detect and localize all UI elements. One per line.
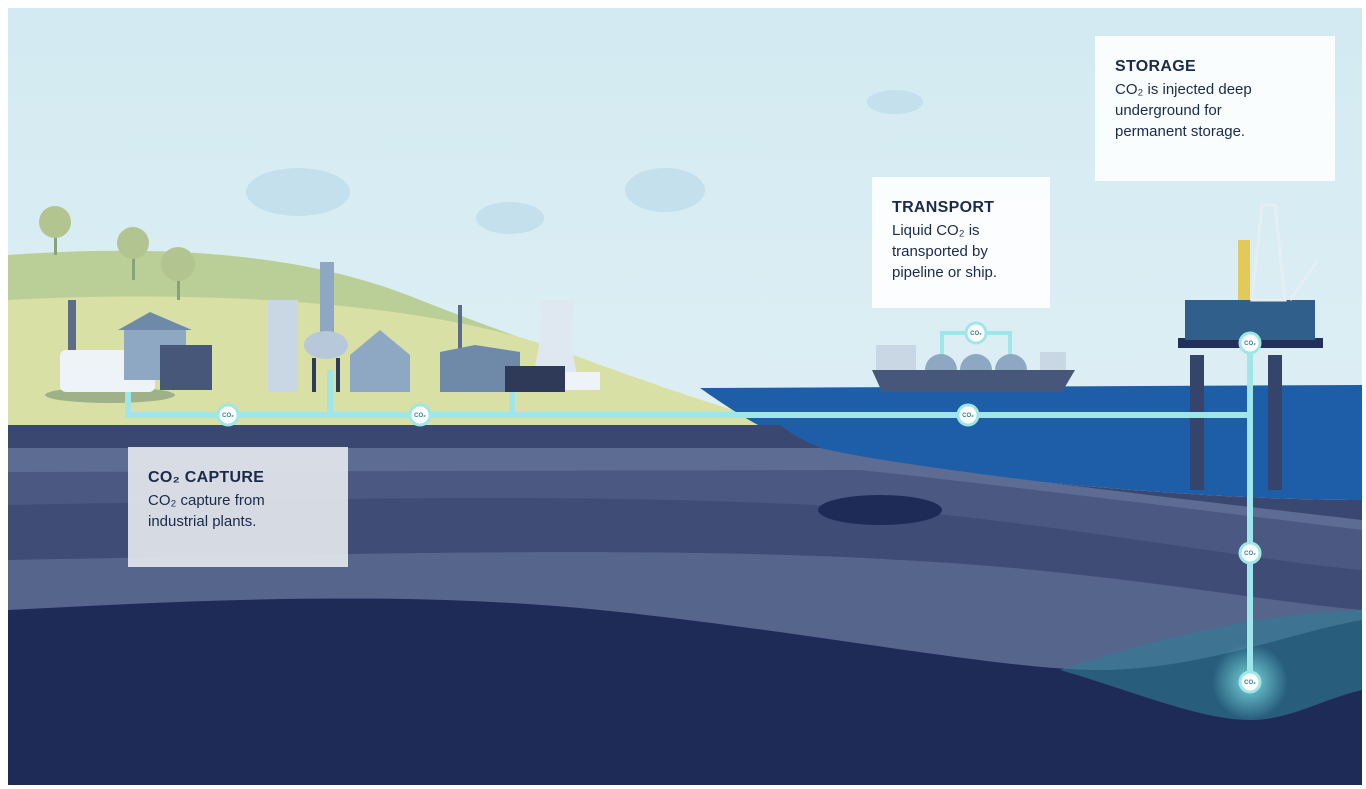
co2-badge-label: CO₂ [962,413,974,419]
panel-title: STORAGE [1115,58,1196,75]
co2-badge [956,403,980,427]
industrial-plants [45,262,600,403]
co2-badge [1238,541,1262,565]
panel-line: transported by [892,243,988,260]
co2-badge-label: CO₂ [1244,341,1256,347]
co2-badge [408,403,432,427]
storage-panel: STORAGE CO₂ is injected deep underground… [1095,36,1335,181]
panel-line: CO₂ is injected deep [1115,81,1252,98]
co2-badge [1238,331,1262,355]
pipeline [125,340,1253,682]
transport-panel: TRANSPORT Liquid CO₂ is transported by p… [872,177,1050,308]
co2-badge-label: CO₂ [1244,551,1256,557]
trees [39,206,195,300]
panel-title: CO₂ CAPTURE [148,469,265,486]
capture-panel: CO₂ CAPTURE CO₂ capture from industrial … [128,447,348,567]
panel-line: permanent storage. [1115,123,1246,140]
panel-line: Liquid CO₂ is [892,222,980,239]
co2-badge-label: CO₂ [1244,680,1256,686]
panel-line: CO₂ capture from [148,492,265,509]
panel-line: pipeline or ship. [892,264,998,281]
co2-badge-label: CO₂ [414,413,426,419]
co2-badge-label: CO₂ [222,413,234,419]
ground-deep [8,598,1362,785]
rock-pocket [818,495,942,525]
co2-badge [216,403,240,427]
panel-line: industrial plants. [148,513,257,530]
co2-badge-label: CO₂ [970,331,982,337]
clouds [246,90,923,234]
panel-title: TRANSPORT [892,199,995,216]
co2-badge [964,321,988,345]
panel-line: underground for [1115,102,1222,119]
co2-badge [1238,670,1262,694]
badges: CO₂ CO₂ CO₂ CO₂ CO₂ CO₂ CO₂ [216,321,1262,694]
